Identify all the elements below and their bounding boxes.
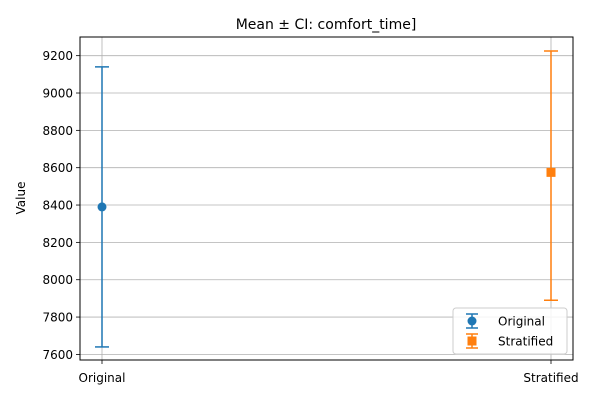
y-tick-label: 8800 bbox=[42, 124, 73, 138]
y-tick-label: 8400 bbox=[42, 199, 73, 213]
y-tick-label: 7800 bbox=[42, 311, 73, 325]
y-tick-label: 9000 bbox=[42, 87, 73, 101]
legend: Original Stratified bbox=[452, 307, 568, 355]
mean-marker-stratified bbox=[546, 167, 556, 177]
mean-marker-original bbox=[97, 202, 107, 212]
axes-frame bbox=[79, 36, 574, 361]
y-tick-label: 7600 bbox=[42, 348, 73, 362]
legend-marker bbox=[467, 316, 477, 326]
legend-label: Original bbox=[498, 315, 545, 329]
y-tick-label: 8600 bbox=[42, 161, 73, 175]
y-tick-label: 9200 bbox=[42, 49, 73, 63]
y-axis-label: Value bbox=[14, 182, 28, 215]
y-tick-label: 8200 bbox=[42, 236, 73, 250]
legend-label: Stratified bbox=[498, 335, 553, 349]
x-axis-ticks: Original Stratified bbox=[79, 360, 579, 385]
x-tick-label: Original bbox=[79, 371, 126, 385]
legend-marker bbox=[467, 336, 477, 346]
y-tick-label: 8000 bbox=[42, 273, 73, 287]
y-axis-ticks: 7600 7800 8000 8200 8400 8600 8800 9000 9200 bbox=[42, 49, 80, 362]
mean-points bbox=[97, 167, 556, 212]
chart-title: Mean ± CI: comfort_time] bbox=[236, 17, 417, 33]
legend-box bbox=[452, 307, 568, 355]
x-tick-label: Stratified bbox=[523, 371, 578, 385]
